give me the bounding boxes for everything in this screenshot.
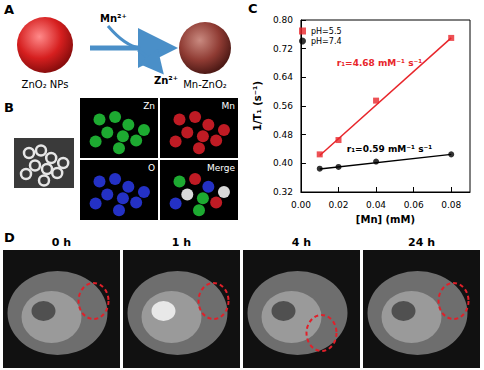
svg-text:pH=5.5: pH=5.5 [311, 27, 342, 36]
svg-text:1/T₁ (s⁻¹): 1/T₁ (s⁻¹) [252, 81, 263, 131]
svg-text:Mn: Mn [222, 101, 235, 111]
svg-text:Zn: Zn [143, 101, 155, 111]
svg-text:0.72: 0.72 [273, 44, 293, 54]
svg-text:r₁=4.68 mM⁻¹ s⁻¹: r₁=4.68 mM⁻¹ s⁻¹ [337, 58, 423, 68]
html-text:C: C [248, 1, 258, 16]
svg-text:0.64: 0.64 [273, 72, 293, 82]
svg-text:0.08: 0.08 [441, 200, 461, 210]
svg-text:Merge: Merge [207, 163, 236, 173]
svg-text:0.40: 0.40 [273, 158, 293, 168]
svg-text:0.06: 0.06 [404, 200, 424, 210]
svg-text:Mn²⁺: Mn²⁺ [100, 13, 127, 24]
svg-text:24 h: 24 h [408, 236, 435, 249]
svg-text:r₁=0.59 mM⁻¹ s⁻¹: r₁=0.59 mM⁻¹ s⁻¹ [347, 144, 433, 154]
svg-text:0.00: 0.00 [291, 200, 311, 210]
svg-text:1 h: 1 h [172, 236, 191, 249]
svg-text:0 h: 0 h [52, 236, 71, 249]
svg-text:O: O [148, 163, 155, 173]
svg-text:0.32: 0.32 [273, 187, 293, 197]
svg-text:pH=7.4: pH=7.4 [311, 37, 342, 46]
svg-text:0.04: 0.04 [366, 200, 386, 210]
svg-text:B: B [4, 100, 14, 115]
svg-text:Mn-ZnO₂: Mn-ZnO₂ [183, 79, 227, 90]
svg-text:A: A [4, 2, 14, 17]
svg-text:0.48: 0.48 [273, 130, 293, 140]
svg-text:0.56: 0.56 [273, 101, 293, 111]
svg-text:ZnO₂ NPs: ZnO₂ NPs [22, 79, 69, 90]
svg-text:4 h: 4 h [292, 236, 311, 249]
svg-text:D: D [4, 230, 15, 245]
svg-text:Zn²⁺: Zn²⁺ [154, 75, 178, 86]
svg-text:0.02: 0.02 [328, 200, 348, 210]
svg-text:0.80: 0.80 [273, 15, 293, 25]
svg-text:[Mn] (mM): [Mn] (mM) [356, 214, 415, 225]
